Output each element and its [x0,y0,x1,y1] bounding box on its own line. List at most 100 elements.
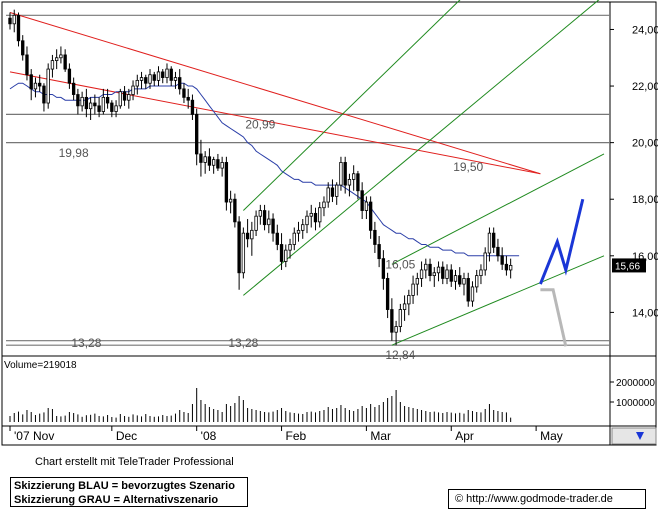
candle [449,269,453,282]
candle [305,215,309,226]
candle [8,17,12,25]
candle [165,68,169,78]
price-tick-label: 22,00 [632,81,658,93]
candle [318,207,322,223]
candle [254,215,258,231]
candle [105,96,110,104]
candle [241,232,246,274]
candle [195,113,199,155]
price-tick-label: 24,00 [632,24,658,36]
candle [360,190,364,211]
x-axis: '07 Nov Dec '08 Feb Mar Apr May [9,426,657,445]
candle [288,244,292,251]
candle [233,198,237,223]
source-link[interactable]: © http://www.godmode-trader.de [448,489,646,509]
candle [152,74,156,81]
last-price-box [612,258,646,273]
candle [402,303,407,310]
candle [199,153,203,163]
candle [84,96,89,110]
candle [211,159,216,166]
x-tick-label: May [540,429,563,443]
green-channel-line [243,0,600,296]
candle [207,156,212,166]
candle [385,278,390,310]
candle [508,265,513,271]
candle [343,162,347,186]
candle [156,71,161,81]
candle [29,74,33,90]
candle [71,82,76,95]
candle [500,255,504,265]
candle [453,275,458,282]
candle [428,263,432,277]
candle [38,82,42,87]
candle [127,94,131,101]
candle [220,162,224,169]
candle [470,286,475,302]
candle [322,201,326,209]
candle [203,156,207,163]
candle [411,283,415,296]
candle [25,54,29,76]
candle [59,54,63,59]
candle [131,85,135,95]
candle [436,266,441,274]
candle [419,269,424,279]
candle [216,159,220,169]
candle [487,232,492,254]
candle [373,229,377,245]
candle [67,68,72,84]
price-tick-label: 14,00 [632,307,658,319]
candle [118,91,122,107]
candle [432,272,436,277]
candle [458,275,462,285]
candle [377,244,381,260]
candle [301,224,305,231]
candle [12,14,16,25]
candle [483,252,487,271]
candle [93,102,97,107]
x-tick-label: Dec [116,429,137,443]
candle [190,99,195,115]
candle [504,263,509,271]
candle [237,221,241,274]
red-trendline [9,12,541,175]
candle [245,232,250,240]
candle [169,68,173,81]
price-annotation: 20,99 [245,118,275,132]
candle [63,54,67,70]
candle [88,102,93,110]
candle [496,246,500,257]
legend-grey: Skizzierung GRAU = Alternativszenario [14,494,219,506]
candle [351,173,356,180]
green-channel-line [391,255,605,346]
price-annotation: 19,50 [453,160,483,174]
candle [186,96,190,101]
candle [144,77,148,84]
candle [335,184,339,197]
candle [292,232,296,245]
candle [54,57,59,61]
candle [462,278,466,285]
candle [16,14,21,42]
candle [161,71,165,78]
volume-tick-label: 2000000 [616,378,655,389]
candle [330,187,335,197]
candle [475,275,479,288]
x-tick-label: Apr [455,429,474,443]
candle [122,91,127,101]
candle [296,229,301,234]
candle [309,212,313,217]
arrow-scroll-icon [636,432,644,440]
candle [271,218,275,234]
chart-frame [1,1,657,446]
candle [415,278,419,285]
price-annotation: 13,28 [228,336,258,350]
grey-scenario-path [540,288,568,347]
candle [33,82,38,90]
candle [267,218,271,226]
candle [101,96,106,112]
candle [148,74,152,84]
